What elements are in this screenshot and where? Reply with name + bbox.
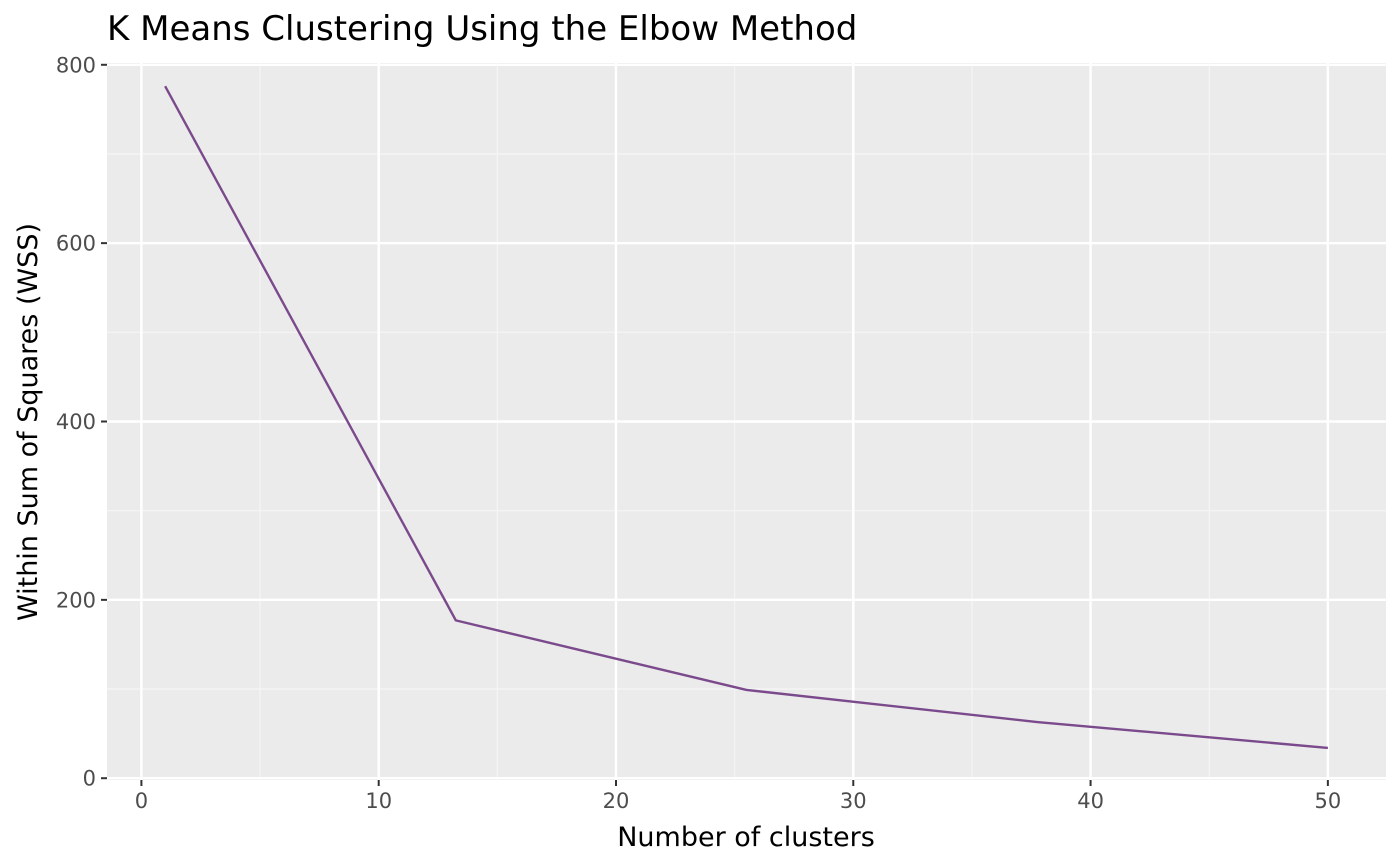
x-tick-label: 20 — [603, 789, 630, 813]
axis-ticks: 0 10 20 30 40 50 0 200 400 600 800 — [56, 53, 1341, 813]
y-tick-label: 0 — [83, 767, 96, 791]
x-tick-label: 0 — [135, 789, 148, 813]
y-tick-label: 600 — [56, 232, 96, 256]
x-axis-title: Number of clusters — [617, 822, 875, 853]
y-tick-label: 400 — [56, 410, 96, 434]
y-axis-title: Within Sum of Squares (WSS) — [13, 223, 44, 621]
wss-line — [164, 85, 1328, 750]
chart-title: K Means Clustering Using the Elbow Metho… — [107, 9, 857, 49]
grid-lines — [107, 63, 1386, 780]
series-layer — [164, 85, 1328, 750]
y-tick-label: 800 — [56, 53, 96, 77]
y-tick-label: 200 — [56, 588, 96, 612]
x-tick-label: 50 — [1314, 789, 1341, 813]
x-tick-label: 40 — [1077, 789, 1104, 813]
x-tick-label: 30 — [840, 789, 867, 813]
x-tick-label: 10 — [365, 789, 392, 813]
